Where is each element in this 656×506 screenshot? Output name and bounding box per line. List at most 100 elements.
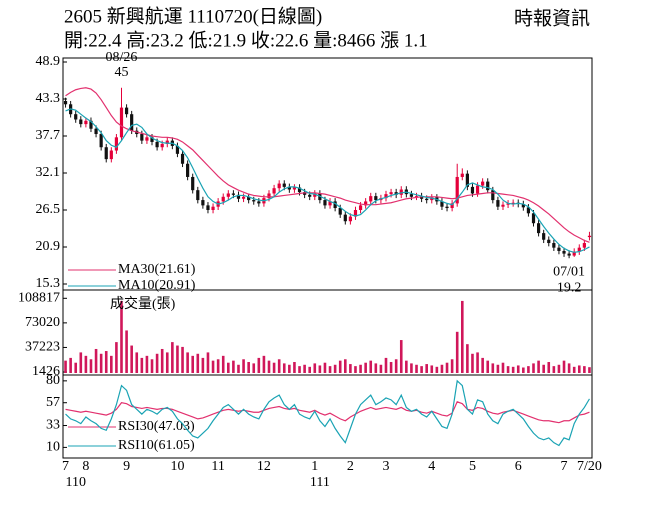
volume-bar (196, 353, 200, 373)
candle-body (389, 192, 393, 195)
volume-bar (567, 363, 571, 373)
candle-body (465, 173, 469, 187)
candle-body (582, 243, 586, 248)
candle-body (104, 147, 108, 160)
volume-bar (171, 342, 174, 373)
volume-bar (354, 366, 357, 373)
y-tick-label: 108817 (18, 291, 60, 306)
volume-bar (430, 365, 434, 373)
volume-bar (405, 360, 408, 373)
candle-body (333, 201, 337, 209)
volume-bar (471, 353, 474, 373)
volume-bar (369, 360, 373, 373)
candle-body (358, 205, 363, 210)
candle-body (587, 235, 592, 238)
y-tick-label: 37.7 (36, 128, 61, 143)
candle-body (323, 200, 327, 206)
volume-bar (176, 345, 179, 373)
legend-label: MA30(21.61) (118, 262, 196, 277)
candle-body (186, 163, 190, 177)
candle-body (84, 120, 88, 125)
candle-body (557, 247, 561, 251)
y-tick-label: 26.5 (36, 202, 61, 217)
candle-body (201, 200, 205, 206)
volume-bar (313, 363, 317, 373)
series-line (65, 108, 590, 253)
series-line (65, 87, 590, 243)
candle-body (74, 114, 78, 120)
volume-bar (389, 362, 393, 373)
candle-body (79, 119, 83, 125)
candle-body (155, 141, 159, 148)
volume-bar (282, 363, 286, 373)
candle-body (99, 134, 103, 148)
candle-body (241, 196, 246, 199)
x-tick-label: 11 (211, 459, 224, 474)
candle-body (364, 201, 368, 206)
volume-bar (140, 357, 144, 373)
volume-bar (577, 365, 581, 373)
candle-body (460, 173, 464, 177)
candle-body (206, 205, 210, 210)
annotation-value: 19.2 (557, 280, 582, 295)
candle-body (567, 253, 571, 256)
candle-body (267, 193, 271, 199)
y-tick-label: 1426 (32, 364, 60, 379)
candle-body (114, 137, 119, 151)
candle-body (475, 185, 480, 194)
volume-bar (338, 360, 342, 373)
candle-body (196, 190, 200, 201)
volume-bar (237, 364, 240, 373)
volume-bar (252, 363, 256, 373)
volume-bar (186, 352, 189, 373)
volume-bar (379, 364, 383, 373)
x-tick-label: 5 (469, 459, 476, 474)
volume-bar (125, 330, 128, 373)
chart-title: 2605 新興航運 1110720(日線圖) (64, 5, 322, 27)
y-tick-label: 80 (46, 373, 60, 388)
volume-bar (272, 362, 276, 373)
candle-body (445, 206, 449, 209)
candle-body (384, 194, 388, 199)
candle-body (272, 188, 276, 194)
volume-bar (206, 352, 210, 373)
candle-body (552, 243, 556, 248)
candle-body (409, 194, 414, 197)
volume-bar (460, 300, 464, 373)
candle-body (394, 192, 398, 195)
candle-body (369, 196, 373, 202)
candle-body (124, 107, 129, 115)
candle-body (292, 187, 297, 190)
volume-bar (110, 355, 113, 373)
x-year-label: 111 (310, 475, 330, 490)
volume-bar (201, 357, 205, 373)
candle-body (328, 201, 332, 206)
annotation: 08/26 (106, 50, 138, 65)
volume-bar (104, 351, 108, 373)
volume-bar (506, 366, 510, 373)
x-tick-label: 7 (62, 459, 69, 474)
legend-label: RSI30(47.03) (118, 419, 195, 434)
volume-bar (384, 357, 388, 373)
candle-body (353, 210, 358, 217)
volume-bar (410, 363, 413, 373)
x-tick-label: 7 (561, 459, 568, 474)
candle-body (348, 216, 352, 222)
volume-bar (69, 357, 72, 373)
volume-bar (232, 360, 235, 373)
volume-bar (155, 353, 159, 373)
volume-bar (455, 331, 459, 373)
volume-bar (547, 362, 551, 373)
candle-body (440, 201, 444, 207)
y-tick-label: 15.3 (36, 276, 61, 291)
x-tick-label: 9 (123, 459, 130, 474)
volume-bar (532, 363, 535, 373)
candle-body (562, 250, 566, 254)
volume-bar (247, 362, 250, 373)
volume-bar (216, 359, 220, 373)
candle-body (501, 204, 505, 207)
candle-body (282, 183, 286, 187)
volume-bar (323, 362, 327, 373)
candle-body (140, 134, 144, 141)
